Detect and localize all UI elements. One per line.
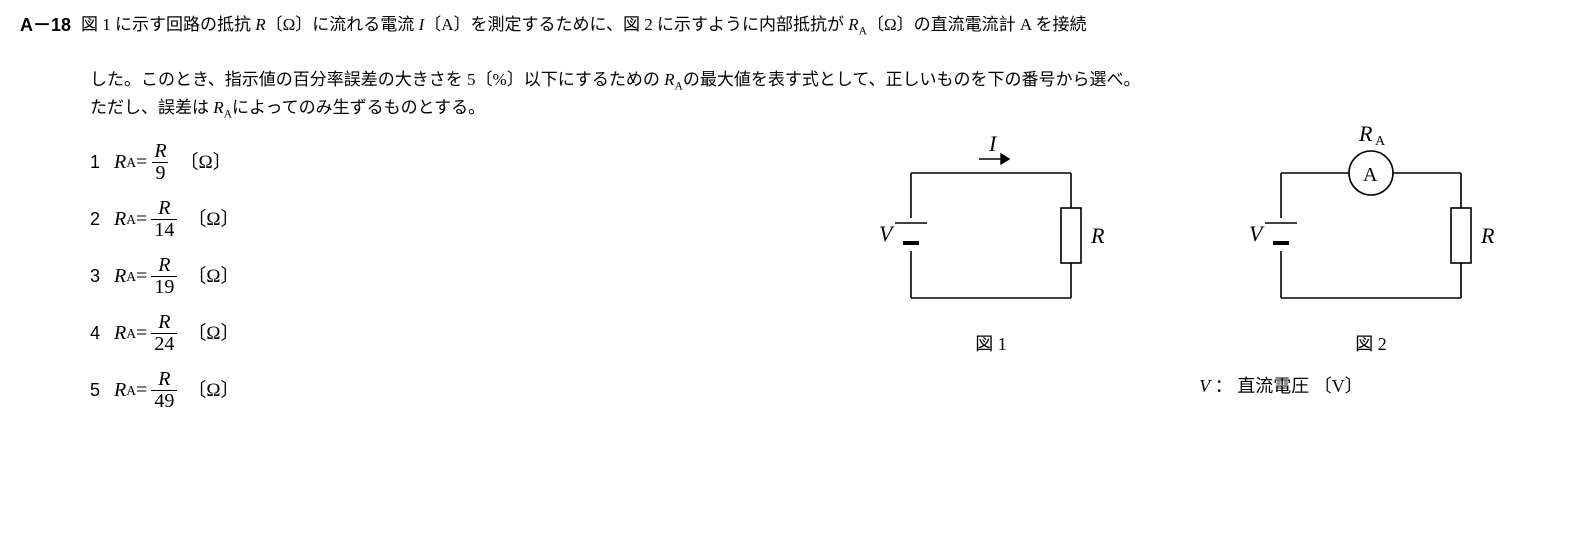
fig2-label-R: R: [1480, 223, 1495, 248]
choice-number: 3: [90, 263, 114, 291]
choice-3: 3RA = R19〔Ω〕: [90, 255, 239, 298]
choice-number: 4: [90, 320, 114, 348]
choice-number: 2: [90, 206, 114, 234]
fig2-label-RA-sub: A: [1375, 134, 1386, 149]
choice-number: 5: [90, 377, 114, 405]
question-continuation: した。このとき、指示値の百分率誤差の大きさを 5〔%〕以下にするための RAの最…: [20, 67, 1571, 124]
figure-2-circuit: A R A V R: [1231, 123, 1511, 323]
choice-expression: RA = R24〔Ω〕: [114, 312, 239, 355]
choice-expression: RA = R49〔Ω〕: [114, 369, 239, 412]
question-line-1: 図 1 に示す回路の抵抗 R〔Ω〕に流れる電流 I〔A〕を測定するために、図 2…: [81, 12, 1571, 40]
figure-1-block: I V R 図 1: [861, 123, 1121, 426]
figure-1-caption: 図 1: [975, 331, 1007, 359]
fig2-label-RA-R: R: [1358, 123, 1373, 146]
choice-list: 1RA = R9〔Ω〕2RA = R14〔Ω〕3RA = R19〔Ω〕4RA =…: [90, 141, 239, 426]
figure-1-circuit: I V R: [861, 123, 1121, 323]
choice-expression: RA = R19〔Ω〕: [114, 255, 239, 298]
problem-a18: A－18 図 1 に示す回路の抵抗 R〔Ω〕に流れる電流 I〔A〕を測定するため…: [20, 12, 1571, 426]
question-header: A－18 図 1 に示す回路の抵抗 R〔Ω〕に流れる電流 I〔A〕を測定するため…: [20, 12, 1571, 67]
figures-area: I V R 図 1: [239, 123, 1571, 426]
choice-number: 1: [90, 149, 114, 177]
choice-4: 4RA = R24〔Ω〕: [90, 312, 239, 355]
fig1-label-V: V: [879, 221, 895, 246]
question-line-3: ただし、誤差は RAによってのみ生ずるものとする。: [90, 95, 1571, 123]
figure-2-caption: 図 2: [1355, 331, 1387, 359]
choice-5: 5RA = R49〔Ω〕: [90, 369, 239, 412]
fig2-label-V: V: [1249, 221, 1265, 246]
fig1-label-I: I: [988, 131, 998, 156]
voltage-note: V ： 直流電圧 〔V〕: [1141, 373, 1421, 401]
figure-2-block: A R A V R 図 2 V ： 直流電圧 〔V〕: [1231, 123, 1511, 426]
choice-expression: RA = R14〔Ω〕: [114, 198, 239, 241]
main-area: 1RA = R9〔Ω〕2RA = R14〔Ω〕3RA = R19〔Ω〕4RA =…: [20, 131, 1571, 426]
question-line-2: [15, 40, 1571, 66]
choice-2: 2RA = R14〔Ω〕: [90, 198, 239, 241]
fig1-label-R: R: [1090, 223, 1105, 248]
question-number: A－18: [20, 12, 71, 40]
question-line-2b: した。このとき、指示値の百分率誤差の大きさを 5〔%〕以下にするための RAの最…: [90, 67, 1571, 95]
fig2-ammeter-A: A: [1363, 164, 1378, 186]
question-text: 図 1 に示す回路の抵抗 R〔Ω〕に流れる電流 I〔A〕を測定するために、図 2…: [81, 12, 1571, 67]
choice-1: 1RA = R9〔Ω〕: [90, 141, 239, 184]
choice-expression: RA = R9〔Ω〕: [114, 141, 232, 184]
